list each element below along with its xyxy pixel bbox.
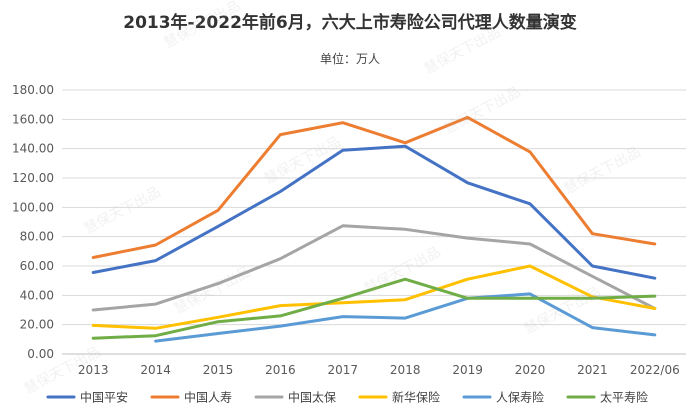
series-line-2 bbox=[91, 115, 657, 259]
y-tick-label: 40.00 bbox=[20, 288, 54, 302]
legend-label: 人保寿险 bbox=[496, 390, 544, 405]
x-tick-label: 2014 bbox=[140, 363, 171, 377]
series-line-4 bbox=[91, 264, 657, 330]
y-tick-label: 140.00 bbox=[12, 142, 54, 156]
series-line-1 bbox=[91, 144, 657, 280]
x-tick-label: 2019 bbox=[452, 363, 483, 377]
y-tick-label: 0.00 bbox=[27, 347, 54, 361]
y-tick-label: 120.00 bbox=[12, 171, 54, 185]
y-tick-label: 60.00 bbox=[20, 259, 54, 273]
series-line-3 bbox=[91, 224, 657, 312]
x-tick-label: 2015 bbox=[203, 363, 234, 377]
x-tick-label: 2016 bbox=[265, 363, 296, 377]
x-tick-label: 2021 bbox=[577, 363, 608, 377]
x-tick-label: 2022/06 bbox=[630, 363, 680, 377]
y-tick-label: 180.00 bbox=[12, 83, 54, 97]
y-tick-label: 80.00 bbox=[20, 230, 54, 244]
legend-label: 中国人寿 bbox=[184, 390, 232, 405]
y-tick-label: 100.00 bbox=[12, 200, 54, 214]
legend-label: 中国平安 bbox=[80, 390, 128, 405]
legend-label: 太平寿险 bbox=[600, 390, 648, 405]
y-tick-label: 160.00 bbox=[12, 112, 54, 126]
x-tick-label: 2018 bbox=[390, 363, 421, 377]
legend-label: 新华保险 bbox=[392, 390, 440, 405]
y-tick-label: 20.00 bbox=[20, 318, 54, 332]
x-tick-label: 2017 bbox=[328, 363, 359, 377]
series-line-6 bbox=[91, 277, 657, 340]
x-tick-label: 2020 bbox=[515, 363, 546, 377]
legend-label: 中国太保 bbox=[288, 390, 336, 405]
x-tick-label: 2013 bbox=[78, 363, 109, 377]
chart-title: 2013年-2022年前6月，六大上市寿险公司代理人数量演变 bbox=[123, 13, 577, 33]
series-line-5 bbox=[154, 292, 657, 343]
chart-subtitle: 单位：万人 bbox=[319, 52, 380, 66]
